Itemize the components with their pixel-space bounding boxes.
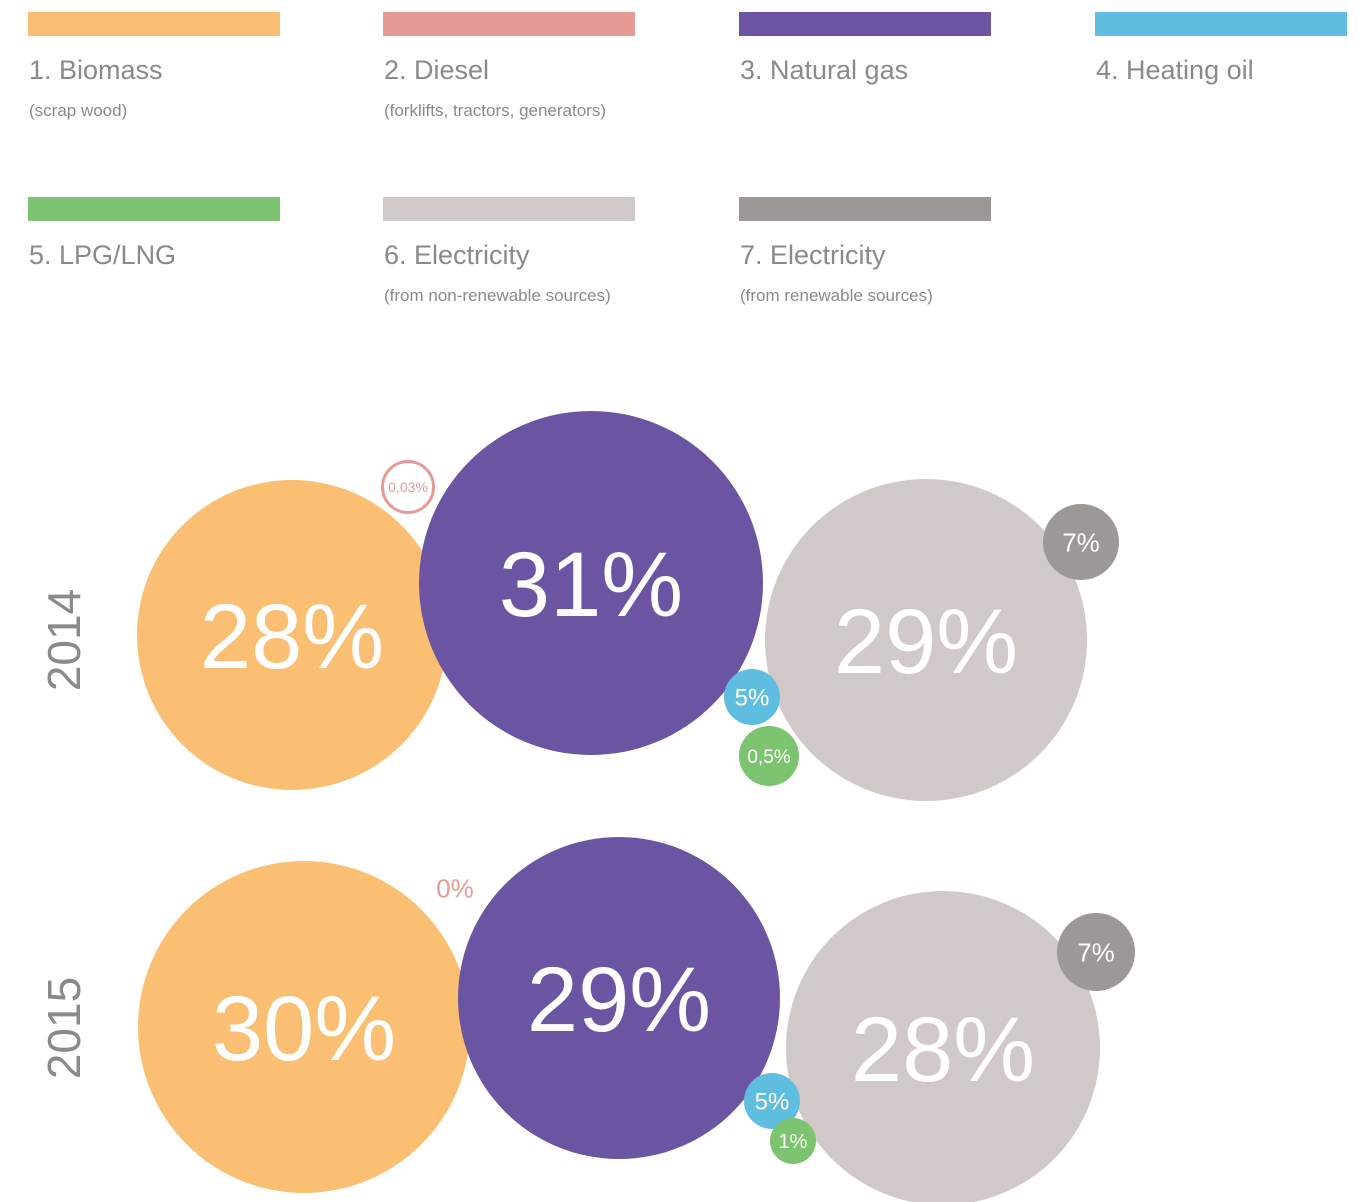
legend-swatch — [1095, 12, 1347, 36]
bubble — [138, 861, 470, 1193]
bubble — [458, 837, 780, 1159]
legend-description: (from renewable sources) — [740, 286, 933, 305]
legend-label: 6. Electricity — [384, 240, 530, 270]
bubble-label: 29% — [834, 591, 1018, 693]
legend-swatch — [739, 12, 991, 36]
legend-label: 7. Electricity — [740, 240, 886, 270]
legend-swatch — [28, 197, 280, 221]
legend-label: 1. Biomass — [29, 55, 163, 85]
bubble-label: 29% — [527, 949, 711, 1051]
bubble-label: 5% — [755, 1089, 790, 1116]
legend-swatch — [383, 12, 635, 36]
bubble-label: 7% — [1062, 527, 1100, 557]
bubble-label: 7% — [1077, 937, 1115, 967]
bubble-label: 5% — [735, 685, 770, 712]
bubble-label: 28% — [851, 999, 1035, 1101]
legend-label: 4. Heating oil — [1096, 55, 1254, 85]
bubble-label: 0,5% — [747, 747, 790, 768]
year-label: 2015 — [38, 977, 90, 1079]
bubble-label: 0,03% — [388, 479, 428, 495]
year-label: 2014 — [38, 589, 90, 691]
bubble — [724, 669, 780, 725]
bubble — [137, 480, 447, 790]
legend-swatch — [28, 12, 280, 36]
bubble-label: 30% — [212, 978, 396, 1080]
bubble — [1057, 913, 1135, 991]
legend-description: (forklifts, tractors, generators) — [384, 101, 606, 120]
bubble — [770, 1118, 816, 1164]
bubble-label: 1% — [779, 1131, 808, 1153]
legend-label: 3. Natural gas — [740, 55, 908, 85]
legend-description: (scrap wood) — [29, 101, 127, 120]
legend-swatch — [383, 197, 635, 221]
bubble-label: 0% — [436, 873, 474, 903]
bubble-label: 31% — [499, 534, 683, 636]
legend-description: (from non-renewable sources) — [384, 286, 611, 305]
bubble — [786, 891, 1100, 1202]
bubble — [419, 411, 763, 755]
bubble — [1043, 504, 1119, 580]
legend-swatch — [739, 197, 991, 221]
legend-label: 5. LPG/LNG — [29, 240, 176, 270]
bubble — [765, 479, 1087, 801]
bubble — [739, 726, 799, 786]
bubble — [381, 460, 435, 514]
bubble-label: 28% — [200, 586, 384, 688]
bubble — [744, 1073, 800, 1129]
legend-label: 2. Diesel — [384, 55, 489, 85]
